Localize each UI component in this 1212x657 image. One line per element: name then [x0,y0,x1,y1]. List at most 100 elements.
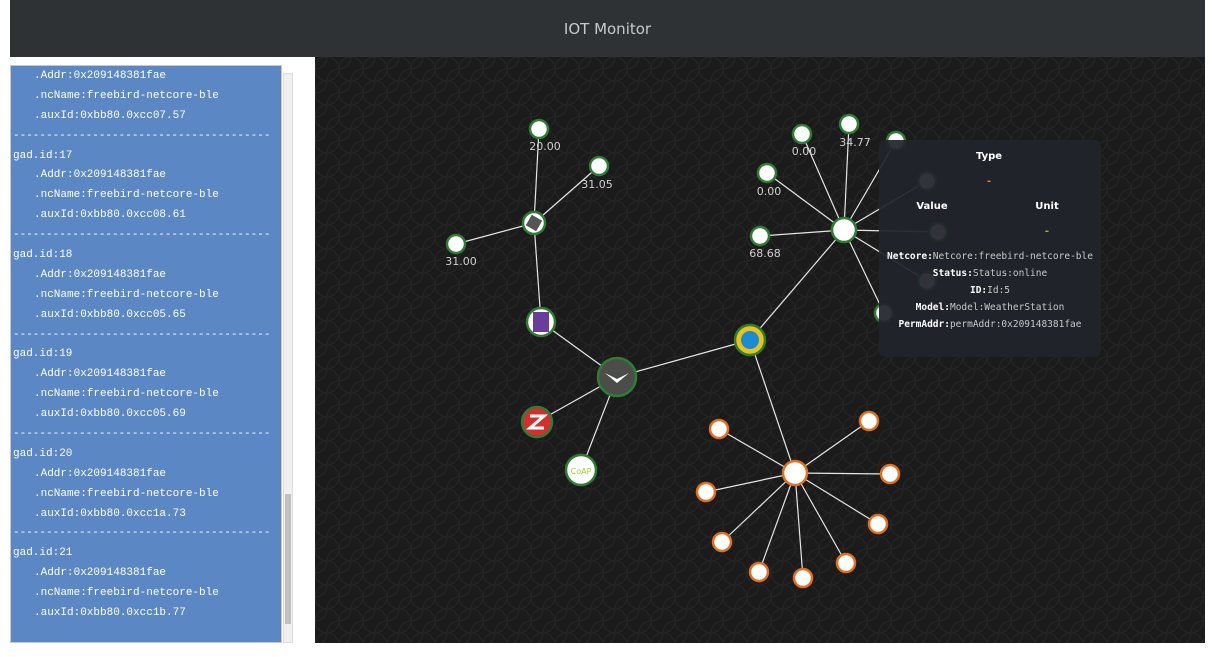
log-auxid: .auxId:0xbb80.0xcc08.61 [34,209,186,222]
edge [794,472,847,564]
log-auxid: .auxId:0xbb80.0xcc1b.77 [34,607,186,620]
sensor-node [858,410,880,432]
edge [749,229,845,341]
log-id: gad.id:17 [13,149,73,162]
tooltip-row: ID:Id:5 [879,285,1101,296]
sensor-node [867,513,889,535]
coap-label: CoAP [571,467,592,476]
row-value: Id:5 [987,285,1011,296]
hub-icon [525,214,543,232]
scroll-thumb[interactable] [285,494,291,624]
log-addr: .Addr:0x209148381fae [34,268,167,281]
node-value: 20.00 [529,140,561,153]
netcore-icon [533,312,549,332]
edge [843,123,850,231]
edge [794,472,891,475]
tooltip-row: Netcore:Netcore:freebird-netcore-ble [879,251,1101,262]
sensor-node [708,418,730,440]
log-id: gad.id:19 [13,348,73,361]
sensor-node [748,561,770,583]
row-key: ID: [969,285,988,296]
tooltip-row: Status:Status:online [879,268,1101,279]
edge [759,229,845,237]
log-ncname: .ncName:freebird-netcore-ble [34,288,219,301]
edge [766,172,845,231]
log-addr: .Addr:0x209148381fae [34,169,167,182]
log-separator: --------------------------------------- [13,428,271,441]
sensor-node [879,463,901,485]
edge [533,128,540,224]
log-panel: .Addr:0x209148381fae .ncName:freebird-net… [10,65,282,643]
cloud-node [830,216,858,244]
unit-header: Unit [1035,201,1059,212]
app-title: IOT Monitor [563,19,652,38]
sensor-node [792,567,814,589]
node-value: 31.00 [445,255,477,268]
edge [705,472,796,493]
log-auxid: .auxId:0xbb80.0xcc05.65 [34,308,186,321]
node-value: 31.05 [581,178,613,191]
sensor-node [445,233,467,255]
edge [533,165,600,224]
gateway-icon [605,373,629,383]
zigbee-icon [525,414,549,430]
row-key: Status: [932,268,973,279]
sensor-node [838,113,860,135]
sensor-node [695,481,717,503]
log-separator: --------------------------------------- [13,527,271,540]
coap-node [564,453,598,487]
node-value: 34.77 [839,136,871,149]
log-auxid: .auxId:0xbb80.0xcc1a.73 [34,507,186,520]
edge [801,133,845,231]
log-auxid: .auxId:0xbb80.0xcc07.57 [34,109,186,122]
log-ncname: .ncName:freebird-netcore-ble [34,487,219,500]
log-id: gad.id:20 [13,447,73,460]
sensor-node [791,123,813,145]
log-separator: --------------------------------------- [13,229,271,242]
edge [794,472,879,525]
edge [794,472,804,579]
node-value: 0.00 [757,185,782,198]
sensor-node [528,118,550,140]
log-auxid: .auxId:0xbb80.0xcc05.69 [34,408,186,421]
edge [718,428,796,474]
sensor-node [588,155,610,177]
row-key: Netcore: [887,251,933,262]
log-ncname: .ncName:freebird-netcore-ble [34,587,219,600]
node-value: 68.68 [749,247,781,260]
tooltip-row: Model:Model:WeatherStation [879,302,1101,313]
sensor-node [749,225,771,247]
log-ncname: .ncName:freebird-netcore-ble [34,89,219,102]
edge [455,222,535,245]
log-addr: .Addr:0x209148381fae [34,70,167,82]
log-ncname: .ncName:freebird-netcore-ble [34,189,219,202]
log-addr: .Addr:0x209148381fae [34,368,167,381]
node-tooltip: Type - Value Unit - Netcore:Netcore:free… [879,140,1101,357]
edge [758,472,796,573]
row-key: PermAddr: [898,319,950,330]
log-separator: --------------------------------------- [13,129,271,142]
unit-value: - [1044,226,1050,237]
edge [721,472,796,543]
log-list: .Addr:0x209148381fae .ncName:freebird-net… [13,67,270,624]
tooltip-row: PermAddr:permAddr:0x209148381fae [879,319,1101,330]
sensor-node [756,162,778,184]
edge [749,339,796,474]
gateway-node [596,356,638,398]
edge [533,222,542,323]
node-value: 0.00 [792,145,817,158]
row-value: Netcore:freebird-netcore-ble [932,251,1093,262]
log-separator: --------------------------------------- [13,328,271,341]
sensor-node [711,531,733,553]
log-ncname: .ncName:freebird-netcore-ble [34,388,219,401]
row-value: permAddr:0x209148381fae [949,319,1082,330]
edge [616,339,751,378]
scrollbar[interactable] [283,73,293,643]
log-id: gad.id:21 [13,547,73,560]
bluetooth-inner [741,331,759,349]
row-key: Model: [915,302,950,313]
type-header: Type [975,151,1003,162]
edge [794,420,870,474]
value-header: Value [916,201,948,212]
